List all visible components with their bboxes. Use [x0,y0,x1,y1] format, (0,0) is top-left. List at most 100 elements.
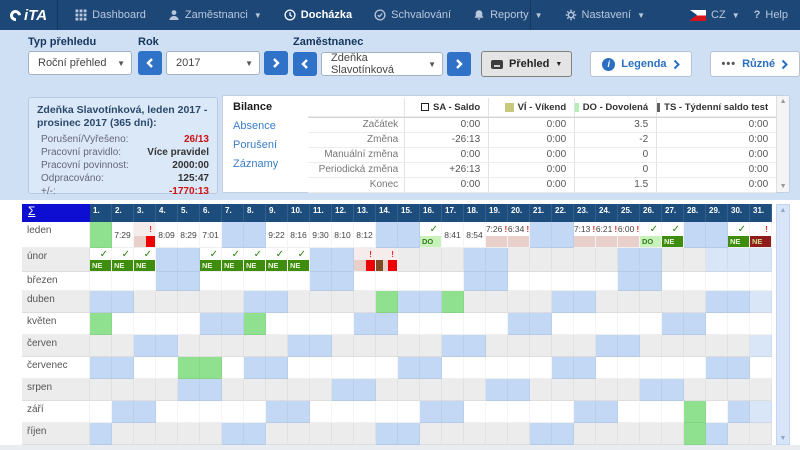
day-cell[interactable] [112,335,134,357]
day-cell[interactable]: 8:54 [464,222,486,248]
day-cell[interactable] [310,423,332,445]
day-cell[interactable] [134,272,156,291]
day-cell[interactable] [486,313,508,335]
day-cell[interactable] [508,291,530,313]
day-cell[interactable] [398,248,420,272]
day-cell[interactable] [178,291,200,313]
day-cell[interactable] [200,291,222,313]
day-cell[interactable] [464,423,486,445]
day-cell[interactable] [486,379,508,401]
day-cell[interactable] [244,272,266,291]
day-cell[interactable] [706,401,728,423]
day-cell[interactable] [574,357,596,379]
day-cell[interactable] [596,401,618,423]
day-cell[interactable] [310,401,332,423]
day-cell[interactable] [420,291,442,313]
day-cell[interactable] [420,379,442,401]
day-cell[interactable] [442,423,464,445]
day-cell[interactable] [750,423,772,445]
day-cell[interactable] [244,401,266,423]
day-cell[interactable] [442,272,464,291]
day-cell[interactable] [530,379,552,401]
overview-type-select[interactable]: Roční přehled ▼ [28,51,132,75]
day-cell[interactable] [244,357,266,379]
day-cell[interactable] [420,401,442,423]
day-cell[interactable] [530,272,552,291]
day-cell[interactable] [552,313,574,335]
day-cell[interactable] [398,423,420,445]
day-cell[interactable] [156,423,178,445]
day-cell[interactable] [618,357,640,379]
day-cell[interactable] [178,379,200,401]
nav-item-docházka[interactable]: Docházka [273,0,363,30]
day-cell[interactable] [244,335,266,357]
day-cell[interactable] [332,335,354,357]
nav-item-dashboard[interactable]: Dashboard [64,0,157,30]
day-cell[interactable] [200,423,222,445]
day-cell[interactable] [178,313,200,335]
app-logo[interactable]: iTA [0,0,59,30]
day-cell[interactable] [640,248,662,272]
day-cell[interactable] [706,222,728,248]
day-cell[interactable] [222,379,244,401]
day-cell[interactable] [398,357,420,379]
day-cell[interactable] [112,379,134,401]
employee-next-button[interactable] [447,52,471,76]
day-cell[interactable] [90,222,112,248]
day-cell[interactable] [640,379,662,401]
day-cell[interactable] [442,313,464,335]
day-cell[interactable] [332,248,354,272]
scroll-up-icon[interactable]: ▲ [779,98,787,105]
day-cell[interactable] [662,272,684,291]
day-cell[interactable] [288,357,310,379]
day-cell[interactable] [486,423,508,445]
day-cell[interactable] [750,379,772,401]
day-cell[interactable] [90,313,112,335]
day-cell[interactable] [640,272,662,291]
day-cell[interactable]: 8:29 [178,222,200,248]
day-cell[interactable] [728,357,750,379]
day-cell[interactable] [156,357,178,379]
day-cell[interactable] [420,335,442,357]
day-cell[interactable] [530,291,552,313]
day-cell[interactable] [596,248,618,272]
day-cell[interactable] [332,423,354,445]
day-cell[interactable]: ✓ NE [266,248,288,272]
scroll-down-icon[interactable]: ▼ [779,183,787,190]
day-cell[interactable] [200,401,222,423]
day-cell[interactable] [574,423,596,445]
day-cell[interactable] [222,291,244,313]
day-cell[interactable] [618,248,640,272]
day-cell[interactable] [640,335,662,357]
day-cell[interactable]: 6:21! [596,222,618,248]
day-cell[interactable]: 7:01 [200,222,222,248]
day-cell[interactable] [90,291,112,313]
day-cell[interactable] [552,248,574,272]
day-cell[interactable] [530,313,552,335]
nav-item-schvalování[interactable]: Schvalování [363,0,462,30]
day-cell[interactable] [442,357,464,379]
day-cell[interactable] [530,423,552,445]
day-cell[interactable] [728,401,750,423]
day-cell[interactable] [684,291,706,313]
day-cell[interactable]: 8:12 [354,222,376,248]
day-cell[interactable]: 8:16 [288,222,310,248]
day-cell[interactable]: ✓ DO [420,222,442,248]
day-cell[interactable] [310,248,332,272]
day-cell[interactable] [508,272,530,291]
day-cell[interactable] [244,222,266,248]
day-cell[interactable] [750,401,772,423]
day-cell[interactable] [376,401,398,423]
day-cell[interactable] [662,291,684,313]
day-cell[interactable] [222,313,244,335]
day-cell[interactable] [596,313,618,335]
day-cell[interactable] [222,423,244,445]
day-cell[interactable] [684,272,706,291]
day-cell[interactable] [156,248,178,272]
year-prev-button[interactable] [138,51,162,75]
day-cell[interactable] [552,357,574,379]
day-cell[interactable] [156,291,178,313]
day-cell[interactable] [222,222,244,248]
day-cell[interactable]: ✓ NE [200,248,222,272]
day-cell[interactable]: ✓ NE [112,248,134,272]
